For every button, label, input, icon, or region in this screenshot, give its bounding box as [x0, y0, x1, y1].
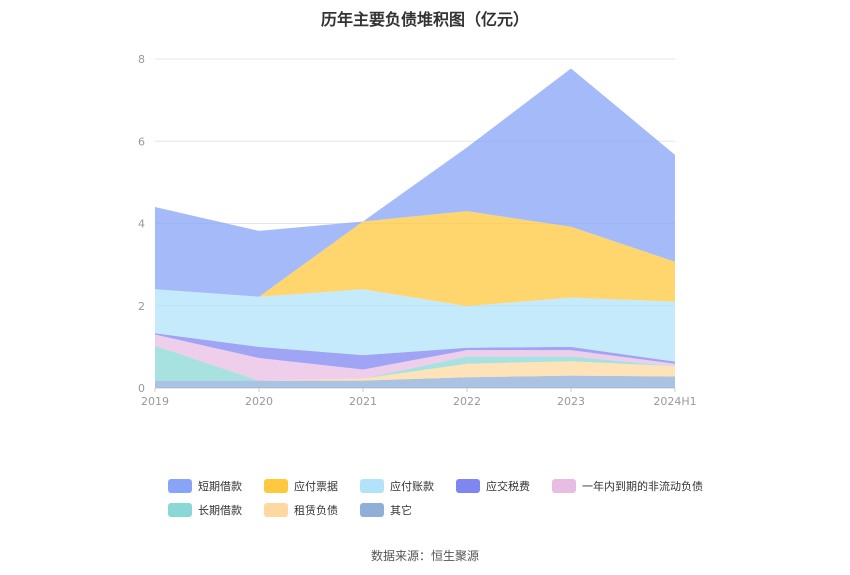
legend-row: 长期借款 租赁负债 其它 — [168, 498, 728, 522]
series-area — [155, 333, 675, 370]
legend-item[interactable]: 一年内到期的非流动负债 — [552, 478, 703, 494]
x-tick-label: 2020 — [245, 395, 273, 408]
legend-label: 应交税费 — [486, 480, 530, 493]
series-area — [155, 289, 675, 362]
series-area — [155, 68, 675, 297]
legend-label: 其它 — [390, 504, 412, 517]
legend-label: 应付票据 — [294, 480, 338, 493]
legend-swatch — [360, 503, 384, 517]
legend-label: 应付账款 — [390, 480, 434, 493]
x-tick-label: 2023 — [557, 395, 585, 408]
legend: 短期借款 应付票据 应付账款 应交税费 一年内到期的非流动负债 长期借款 租赁负债 其它 — [168, 474, 728, 522]
series-area — [155, 361, 675, 381]
legend-swatch — [552, 479, 576, 493]
x-tick-label: 2022 — [453, 395, 481, 408]
legend-item[interactable]: 其它 — [360, 502, 412, 518]
x-tick-label: 2021 — [349, 395, 377, 408]
y-tick-label: 0 — [138, 382, 145, 395]
legend-swatch — [264, 503, 288, 517]
legend-label: 长期借款 — [198, 504, 242, 517]
source-note: 数据来源：恒生聚源 — [370, 549, 479, 563]
series-area — [155, 375, 675, 388]
axis-layer: 0 2 4 6 8 2019 2020 2021 2022 2023 2024H1 — [138, 53, 697, 408]
y-tick-label: 6 — [138, 135, 145, 148]
legend-item[interactable]: 应交税费 — [456, 478, 530, 494]
legend-item[interactable]: 应付票据 — [264, 478, 338, 494]
y-tick-label: 4 — [138, 218, 145, 231]
legend-swatch — [168, 479, 192, 493]
y-tick-label: 2 — [138, 300, 145, 313]
legend-label: 租赁负债 — [294, 504, 338, 517]
legend-item[interactable]: 长期借款 — [168, 502, 242, 518]
area-layer — [155, 68, 675, 388]
y-tick-label: 8 — [138, 53, 145, 66]
series-area — [155, 334, 675, 381]
legend-swatch — [456, 479, 480, 493]
legend-label: 短期借款 — [198, 480, 242, 493]
legend-swatch — [360, 479, 384, 493]
legend-item[interactable]: 租赁负债 — [264, 502, 338, 518]
x-tick-label: 2019 — [141, 395, 169, 408]
series-area — [155, 211, 675, 307]
chart-title: 历年主要负债堆积图（亿元） — [320, 10, 529, 29]
legend-label: 一年内到期的非流动负债 — [582, 480, 703, 493]
legend-row: 短期借款 应付票据 应付账款 应交税费 一年内到期的非流动负债 — [168, 474, 728, 498]
series-area — [155, 345, 675, 381]
legend-item[interactable]: 短期借款 — [168, 478, 242, 494]
legend-swatch — [168, 503, 192, 517]
x-tick-label: 2024H1 — [653, 395, 696, 408]
legend-item[interactable]: 应付账款 — [360, 478, 434, 494]
legend-swatch — [264, 479, 288, 493]
